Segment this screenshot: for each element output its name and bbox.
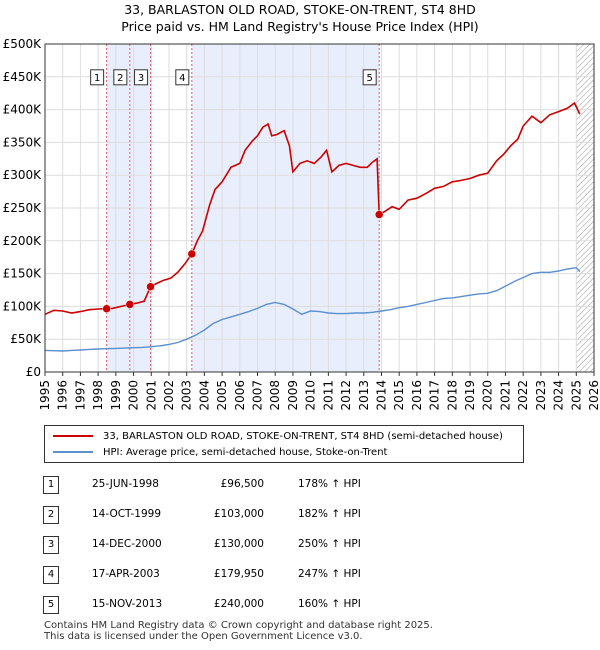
x-tick-label: 2001: [144, 380, 158, 411]
transaction-price: £103,000: [213, 508, 264, 520]
property-series-line: [44, 101, 581, 316]
x-tick-label: 2013: [357, 380, 371, 411]
chart-subtitle: Price paid vs. HM Land Registry's House …: [121, 19, 479, 34]
x-tick-label: 2021: [498, 380, 512, 411]
legend-item-property: 33, BARLASTON OLD ROAD, STOKE-ON-TRENT, …: [53, 429, 503, 443]
x-tick-label: 2025: [569, 380, 583, 411]
footer-licence: This data is licensed under the Open Gov…: [44, 631, 363, 642]
hpi-series-line: [44, 266, 581, 352]
sale-label-box: [362, 69, 377, 86]
sale-marker: [374, 210, 384, 219]
sale-label-box: [90, 69, 105, 86]
chart-title: 33, BARLASTON OLD ROAD, STOKE-ON-TRENT, …: [124, 2, 476, 17]
x-tick-label: 2018: [445, 380, 459, 411]
x-tick-label: 1996: [56, 380, 70, 411]
sale-marker: [102, 304, 111, 313]
sale-label-text: 1: [94, 73, 100, 84]
transaction-number-badge: 4: [43, 566, 59, 584]
legend-item-hpi: HPI: Average price, semi-detached house,…: [53, 445, 387, 459]
transaction-row: 3 14-DEC-2000 £130,000 250% ↑ HPI: [0, 536, 600, 558]
transaction-hpi-change: 250% ↑ HPI: [298, 538, 361, 550]
x-tick-label: 2008: [268, 380, 282, 411]
x-tick-label: 2011: [321, 380, 335, 411]
transaction-number-badge: 2: [43, 506, 59, 524]
x-tick-label: 2012: [339, 380, 353, 411]
x-tick-label: 2022: [516, 380, 530, 411]
transaction-row: 5 15-NOV-2013 £240,000 160% ↑ HPI: [0, 596, 600, 618]
transaction-date: 14-DEC-2000: [92, 538, 162, 550]
sale-label-box: [134, 69, 149, 86]
x-tick-label: 2007: [251, 380, 265, 411]
x-tick-label: 2015: [392, 380, 406, 411]
transaction-number-badge: 5: [43, 596, 59, 614]
transaction-row: 2 14-OCT-1999 £103,000 182% ↑ HPI: [0, 506, 600, 528]
y-tick-label: £500K: [3, 37, 43, 51]
sale-label-box: [113, 69, 128, 86]
x-tick-label: 2006: [233, 380, 247, 411]
x-tick-label: 2002: [162, 380, 176, 411]
x-tick-label: 2004: [197, 380, 211, 411]
sale-label-text: 3: [138, 73, 144, 84]
y-tick-label: £350K: [3, 135, 43, 149]
y-tick-label: £150K: [3, 267, 43, 281]
legend-label-property: 33, BARLASTON OLD ROAD, STOKE-ON-TRENT, …: [103, 430, 503, 442]
x-tick-label: 2017: [428, 380, 442, 411]
transaction-hpi-change: 182% ↑ HPI: [298, 508, 361, 520]
transaction-hpi-change: 160% ↑ HPI: [298, 598, 361, 610]
x-tick-label: 2023: [534, 380, 548, 411]
sale-label-box: [175, 69, 190, 86]
x-tick-label: 2009: [286, 380, 300, 411]
x-tick-label: 2003: [180, 380, 194, 411]
transaction-price: £240,000: [213, 598, 264, 610]
x-tick-label: 1997: [73, 380, 87, 411]
transaction-price: £179,950: [213, 568, 264, 580]
y-tick-label: £400K: [3, 103, 43, 117]
x-tick-label: 2016: [410, 380, 424, 411]
legend-swatch-hpi: [53, 451, 93, 453]
x-tick-label: 1998: [91, 380, 105, 411]
transaction-number-badge: 3: [43, 536, 59, 554]
x-tick-label: 2014: [374, 380, 388, 411]
x-tick-label: 2026: [587, 380, 600, 411]
legend: 33, BARLASTON OLD ROAD, STOKE-ON-TRENT, …: [44, 425, 524, 463]
sale-marker: [146, 282, 155, 291]
plot-border: [44, 43, 595, 373]
sale-label-text: 5: [366, 73, 372, 84]
y-tick-label: £300K: [3, 168, 43, 182]
x-tick-label: 2005: [215, 380, 229, 411]
transaction-number-badge: 1: [43, 476, 59, 494]
legend-label-hpi: HPI: Average price, semi-detached house,…: [103, 446, 388, 458]
footer-copyright: Contains HM Land Registry data © Crown c…: [44, 620, 433, 631]
transaction-date: 15-NOV-2013: [92, 598, 163, 610]
sale-marker: [125, 300, 135, 309]
x-tick-label: 2020: [481, 380, 495, 411]
x-tick-label: 1999: [109, 380, 123, 411]
transaction-hpi-change: 247% ↑ HPI: [298, 568, 361, 580]
transaction-row: 1 25-JUN-1998 £96,500 178% ↑ HPI: [0, 476, 600, 498]
y-tick-label: £200K: [3, 234, 43, 248]
y-tick-label: £50K: [10, 332, 42, 346]
transaction-date: 17-APR-2003: [92, 568, 160, 580]
legend-swatch-property: [53, 435, 93, 437]
transaction-hpi-change: 178% ↑ HPI: [298, 478, 361, 490]
transaction-date: 25-JUN-1998: [92, 478, 159, 490]
x-tick-label: 2019: [463, 380, 477, 411]
price-chart: £0 £50K £100K £150K £200K £250K £300K £350K £400…: [3, 37, 600, 411]
sale-label-text: 4: [179, 73, 185, 84]
y-tick-label: £100K: [3, 299, 43, 313]
x-tick-label: 2000: [127, 380, 141, 411]
y-tick-label: £450K: [3, 70, 43, 84]
y-tick-label: £250K: [3, 201, 43, 215]
x-tick-label: 1995: [38, 380, 52, 411]
x-tick-label: 2010: [304, 380, 318, 411]
transaction-date: 14-OCT-1999: [92, 508, 161, 520]
transaction-price: £130,000: [213, 538, 264, 550]
sale-marker: [187, 249, 197, 259]
transaction-row: 4 17-APR-2003 £179,950 247% ↑ HPI: [0, 566, 600, 588]
x-tick-label: 2024: [552, 380, 566, 411]
transaction-price: £96,500: [220, 478, 264, 490]
sale-label-text: 2: [117, 73, 123, 84]
y-tick-label: £0: [26, 365, 41, 379]
